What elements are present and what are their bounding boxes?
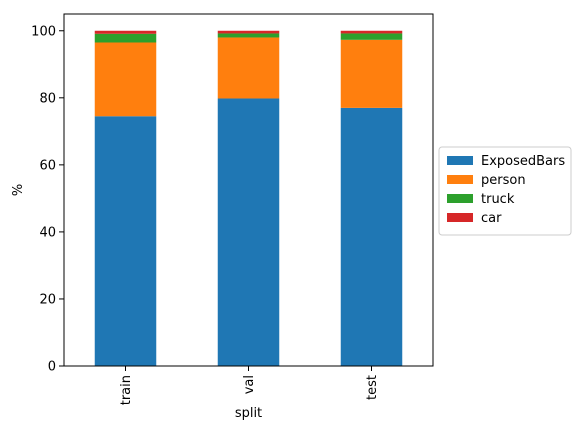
x-tick-label-train: train — [119, 375, 134, 405]
bars-group — [94, 30, 403, 366]
bar-val-exposedbars — [217, 98, 280, 366]
bar-val-person — [217, 37, 280, 99]
y-tick-label: 60 — [39, 158, 56, 173]
legend-swatch-truck — [447, 194, 473, 203]
legend-label-exposedbars: ExposedBars — [481, 154, 565, 169]
y-axis-ticks: 0 20 40 60 80 100 — [31, 24, 64, 375]
legend-swatch-exposedbars — [447, 156, 473, 165]
y-tick-label: 100 — [31, 24, 56, 39]
bar-train-car — [94, 30, 157, 34]
bar-val-truck — [217, 33, 280, 38]
legend: ExposedBars person truck car — [438, 146, 572, 236]
y-tick-label: 20 — [39, 292, 56, 307]
x-tick-label-test: test — [365, 375, 380, 400]
x-axis-label: split — [235, 406, 262, 421]
legend-swatch-car — [447, 213, 473, 222]
y-tick-label: 0 — [48, 360, 56, 375]
legend-label-car: car — [481, 211, 502, 226]
legend-swatch-person — [447, 175, 473, 184]
bar-train-truck — [94, 33, 157, 43]
bar-test-exposedbars — [340, 107, 403, 366]
x-axis-ticks: train val test — [119, 366, 380, 405]
legend-label-truck: truck — [481, 192, 515, 207]
plot-frame — [63, 13, 434, 367]
bar-val-car — [217, 30, 280, 34]
bar-test-truck — [340, 33, 403, 40]
bar-train-exposedbars — [94, 116, 157, 366]
bar-train-person — [94, 42, 157, 117]
y-tick-label: 80 — [39, 91, 56, 106]
bar-test-car — [340, 30, 403, 34]
y-axis-label: % — [11, 184, 26, 196]
y-tick-label: 40 — [39, 225, 56, 240]
x-tick-label-val: val — [242, 375, 257, 394]
bar-test-person — [340, 39, 403, 108]
legend-label-person: person — [481, 173, 526, 188]
